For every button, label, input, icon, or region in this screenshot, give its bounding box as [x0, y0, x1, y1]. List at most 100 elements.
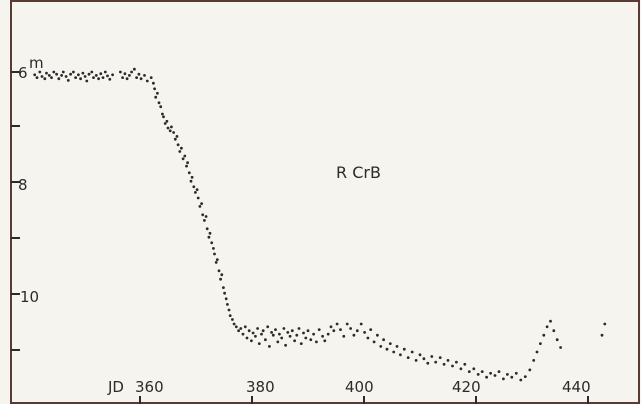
data-point [111, 73, 114, 77]
data-point [545, 325, 549, 329]
data-point [157, 101, 161, 105]
data-point [139, 77, 143, 81]
data-point [309, 338, 313, 342]
data-point [127, 74, 131, 77]
data-point [152, 81, 155, 85]
data-point [204, 215, 208, 218]
data-point [349, 327, 352, 330]
data-point [72, 70, 75, 74]
data-point [40, 75, 44, 78]
data-point [165, 119, 169, 123]
x-tick-label: 380 [246, 378, 275, 396]
data-point [92, 76, 95, 79]
data-point [559, 346, 562, 349]
data-point [119, 70, 122, 74]
data-point [69, 72, 72, 76]
data-point [61, 70, 65, 74]
data-point [446, 359, 450, 362]
data-point [108, 77, 112, 81]
data-point [43, 77, 47, 81]
data-point [38, 70, 42, 74]
data-point [528, 368, 532, 372]
data-point [385, 347, 389, 351]
data-point [295, 333, 299, 337]
data-point [168, 129, 172, 133]
data-point [239, 327, 243, 330]
x-prefix-label: JD [107, 378, 124, 396]
data-point [190, 175, 194, 179]
data-point [55, 72, 58, 76]
data-point [254, 334, 257, 338]
data-point [137, 72, 141, 76]
data-point [74, 76, 77, 79]
data-point [224, 297, 228, 301]
data-point [519, 378, 523, 382]
data-point [600, 333, 604, 337]
data-point [156, 91, 159, 95]
data-point [208, 231, 212, 235]
data-point [125, 77, 129, 81]
data-point [247, 329, 251, 333]
data-point [189, 179, 193, 183]
data-point [293, 339, 296, 343]
data-point [261, 329, 265, 333]
data-point [217, 269, 221, 273]
data-point [130, 70, 134, 74]
data-point [203, 219, 206, 222]
data-point [278, 332, 281, 336]
data-point [162, 115, 165, 119]
y-unit-superscript: m [29, 54, 44, 72]
data-point [459, 367, 463, 371]
data-point [280, 336, 284, 340]
data-point [382, 338, 385, 342]
data-point [183, 154, 187, 158]
data-point [101, 76, 105, 79]
data-point [223, 291, 227, 295]
data-point [35, 76, 39, 79]
plot-frame [10, 0, 640, 404]
data-point [306, 329, 310, 333]
data-point [442, 362, 446, 366]
data-point [603, 322, 607, 326]
data-point [335, 322, 339, 326]
data-point [497, 370, 501, 373]
data-point [219, 277, 223, 281]
data-point [194, 191, 197, 194]
data-point [329, 325, 333, 329]
data-point [135, 76, 139, 79]
data-point [245, 336, 249, 340]
data-point [510, 375, 514, 379]
data-point [302, 331, 305, 335]
x-tick-label: 420 [452, 378, 481, 396]
data-point [94, 74, 98, 77]
data-point [50, 76, 53, 79]
data-point [290, 329, 294, 333]
data-point [222, 286, 225, 289]
data-point [213, 252, 216, 256]
data-point [372, 340, 376, 344]
data-point [226, 303, 229, 306]
data-point [170, 125, 173, 129]
data-point [60, 74, 63, 77]
data-point [187, 171, 191, 175]
data-point [284, 343, 287, 347]
data-point [418, 353, 422, 357]
data-point [215, 258, 219, 261]
data-point [83, 75, 87, 78]
data-point [274, 328, 277, 331]
data-point [103, 70, 107, 74]
data-point [210, 241, 214, 245]
data-point [234, 325, 238, 329]
data-point [535, 350, 539, 354]
data-point [192, 185, 196, 189]
data-point [97, 77, 100, 81]
data-point [260, 332, 263, 336]
data-point [143, 74, 146, 77]
data-point [523, 375, 527, 378]
data-point [399, 353, 402, 357]
data-point [154, 95, 158, 99]
data-point [214, 261, 218, 264]
data-point [163, 122, 167, 125]
data-point [47, 74, 51, 77]
